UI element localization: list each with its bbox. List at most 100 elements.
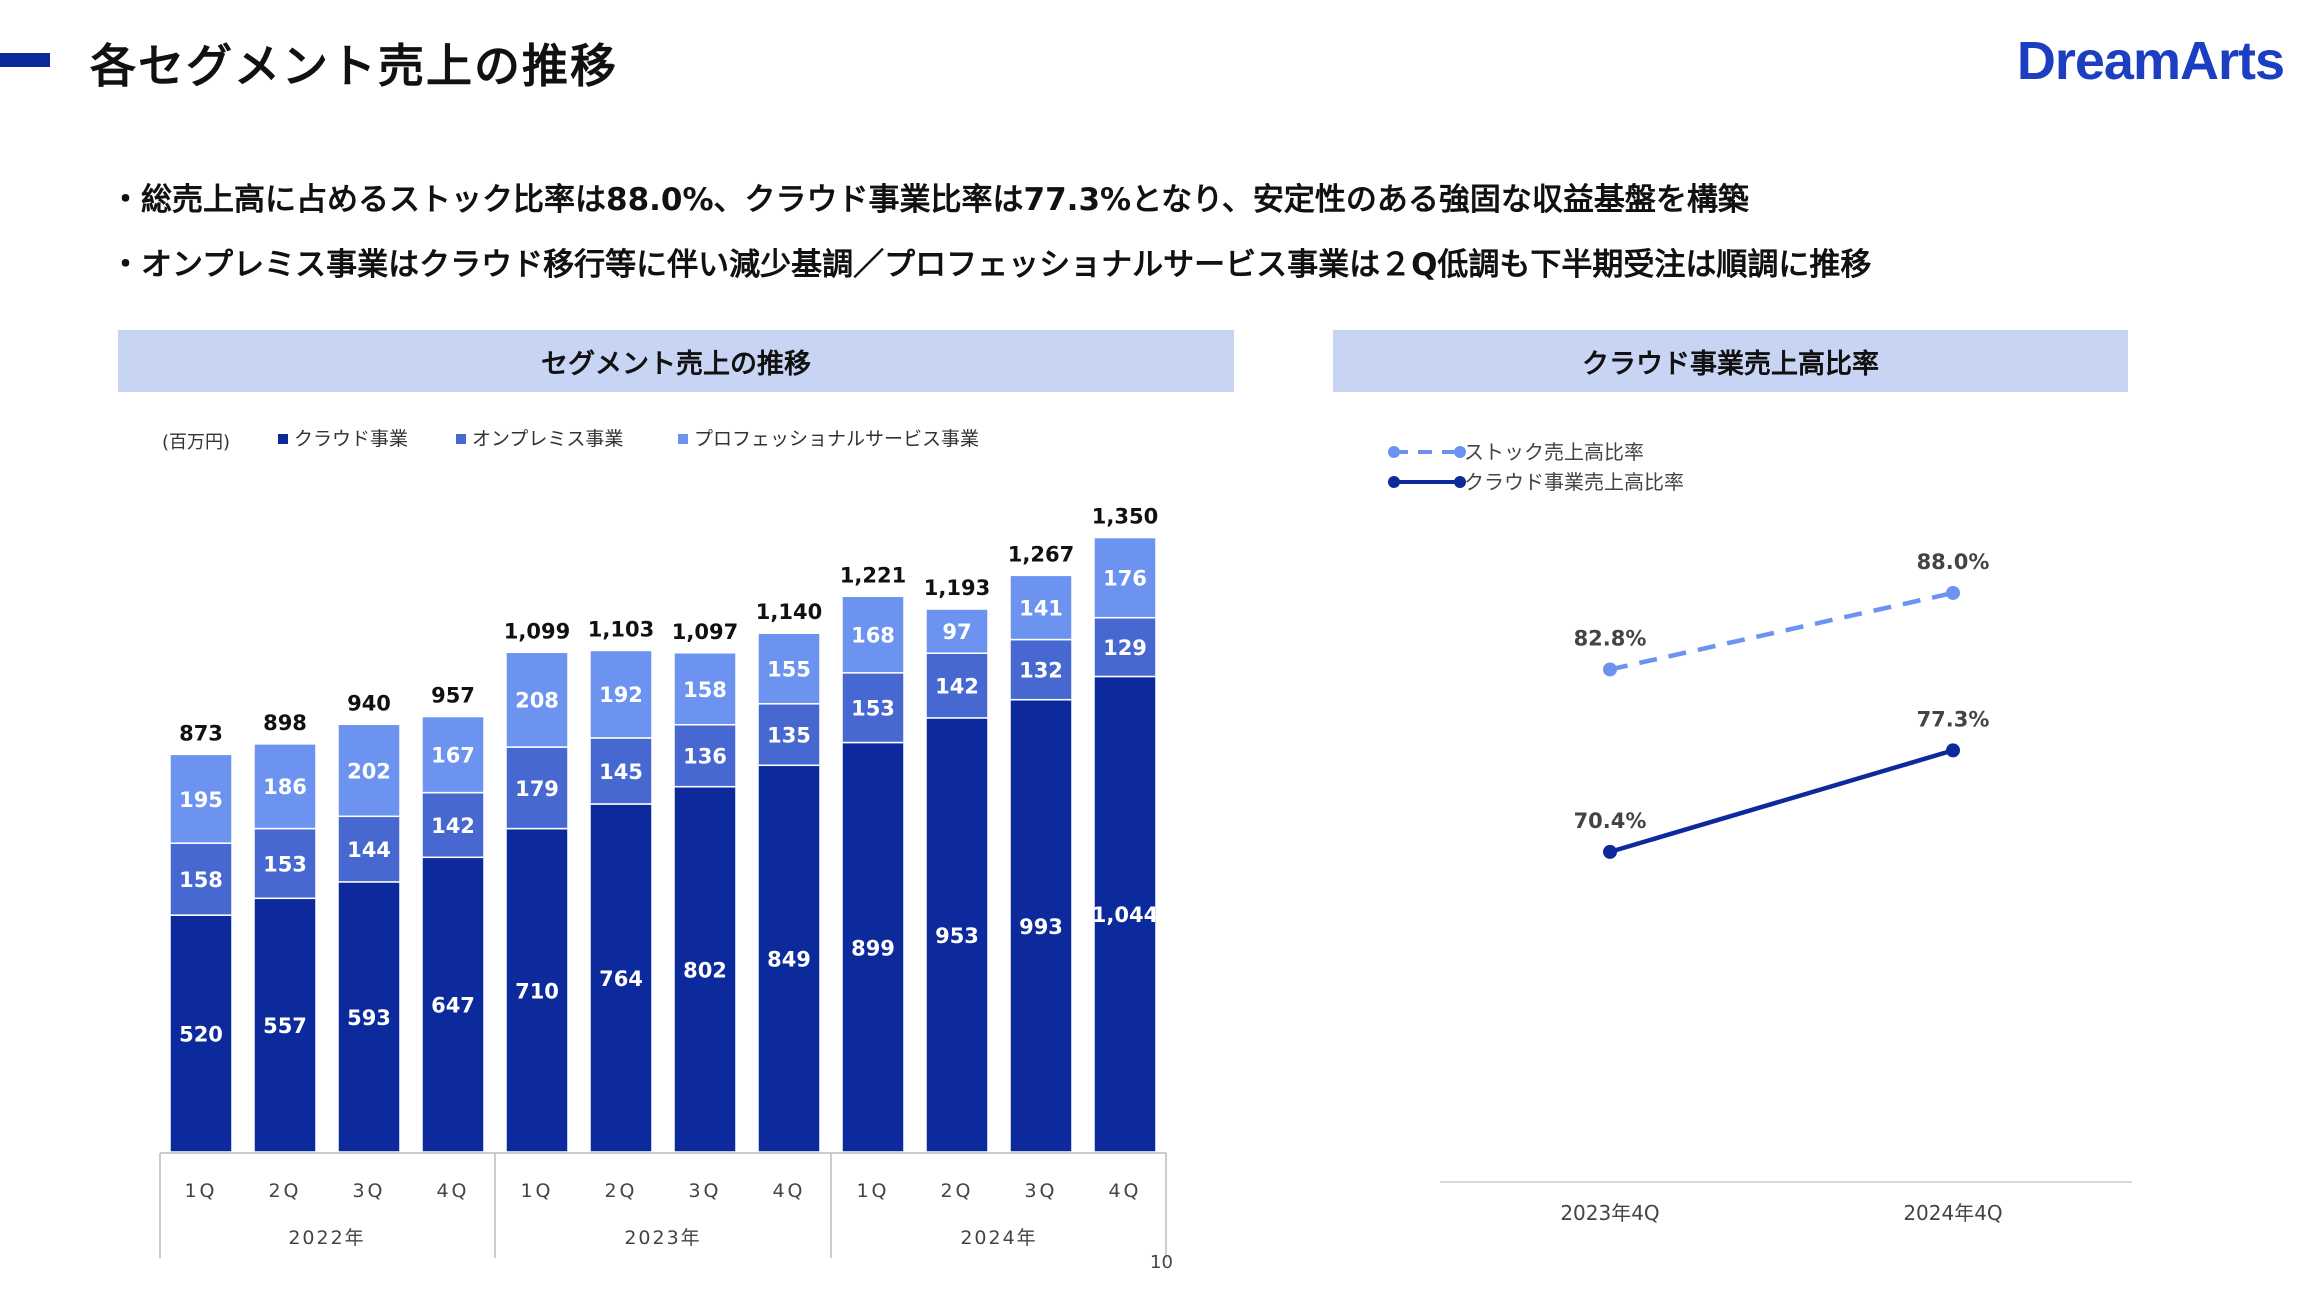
- segment-value-label: 195: [179, 788, 223, 812]
- data-label: 77.3%: [1917, 707, 1990, 731]
- bar-segment: [589, 737, 653, 805]
- x-tick-label: 2024年4Q: [1903, 1201, 2002, 1225]
- data-point: [1946, 743, 1960, 758]
- bar-segment: [673, 723, 737, 788]
- bar-segment: [253, 897, 317, 1153]
- unit-label: (百万円): [162, 432, 230, 453]
- year-group-label: 2022年: [288, 1227, 365, 1249]
- segment-value-label: 167: [431, 744, 475, 768]
- bar-segment: [925, 652, 989, 719]
- total-label: 1,221: [840, 563, 906, 587]
- segment-value-label: 647: [431, 994, 475, 1018]
- segment-value-label: 141: [1019, 596, 1063, 620]
- bar-segment: [505, 827, 569, 1153]
- segment-value-label: 557: [263, 1014, 307, 1038]
- legend-swatch-2: [678, 434, 688, 444]
- quarter-label: 2Q: [604, 1180, 637, 1202]
- title-accent-bar: [0, 53, 50, 67]
- dreamarts-logo: DreamArts: [2016, 31, 2285, 91]
- bar-segment: [421, 791, 485, 859]
- bar-segment: [673, 652, 737, 726]
- bar-segment: [1009, 574, 1073, 641]
- legend-label-1: オンプレミス事業: [472, 428, 623, 450]
- segment-value-label: 153: [263, 852, 307, 876]
- legend-marker: [1454, 446, 1466, 458]
- quarter-label: 4Q: [1108, 1180, 1141, 1202]
- page-number: 10: [1150, 1252, 1173, 1273]
- total-label: 1,103: [588, 617, 654, 641]
- bar-segment: [1009, 638, 1073, 701]
- bar-segment: [421, 856, 485, 1153]
- summary-bullets: ・総売上高に占めるストック比率は88.0%、クラウド事業比率は77.3%となり、…: [110, 168, 1871, 298]
- year-group-label: 2023年: [624, 1227, 701, 1249]
- segment-value-label: 136: [683, 745, 727, 769]
- bar-segment: [1093, 675, 1157, 1153]
- page-title: 各セグメント売上の推移: [90, 39, 618, 93]
- total-label: 1,350: [1092, 505, 1158, 529]
- legend-marker: [1388, 446, 1400, 458]
- legend-swatch-1: [456, 434, 466, 444]
- segment-value-label: 953: [935, 924, 979, 948]
- data-label: 82.8%: [1574, 626, 1647, 650]
- segment-value-label: 158: [683, 678, 727, 702]
- bar-segment: [253, 827, 317, 900]
- x-tick-label: 2023年4Q: [1560, 1201, 1659, 1225]
- total-label: 940: [347, 691, 391, 715]
- segment-value-label: 158: [179, 868, 223, 892]
- segment-value-label: 593: [347, 1006, 391, 1030]
- bar-segment: [505, 651, 569, 748]
- bar-segment: [253, 743, 317, 830]
- bar-segment: [337, 815, 401, 883]
- segment-value-label: 155: [767, 657, 811, 681]
- bar-segment: [589, 803, 653, 1153]
- total-label: 898: [263, 711, 307, 735]
- bar-segment: [757, 632, 821, 705]
- quarter-label: 3Q: [688, 1180, 721, 1202]
- bar-segment: [421, 715, 485, 794]
- segment-value-label: 135: [767, 724, 811, 748]
- segment-value-label: 168: [851, 624, 895, 648]
- bar-segment: [925, 608, 989, 654]
- total-label: 1,140: [756, 600, 822, 624]
- bar-segment: [1093, 616, 1157, 678]
- quarter-label: 2Q: [268, 1180, 301, 1202]
- bar-segment: [337, 723, 401, 818]
- legend-label-0: クラウド事業: [294, 428, 408, 450]
- quarter-label: 1Q: [184, 1180, 217, 1202]
- data-point: [1603, 662, 1617, 677]
- legend-marker: [1388, 476, 1400, 488]
- segment-value-label: 202: [347, 759, 391, 783]
- data-point: [1603, 844, 1617, 859]
- bar-segment: [841, 595, 905, 674]
- bar-segment: [169, 914, 233, 1153]
- bar-segment: [757, 703, 821, 767]
- segment-value-label: 849: [767, 948, 811, 972]
- segment-value-label: 802: [683, 958, 727, 982]
- total-label: 1,193: [924, 576, 990, 600]
- quarter-label: 3Q: [1024, 1180, 1057, 1202]
- data-label: 70.4%: [1574, 809, 1647, 833]
- segment-value-label: 192: [599, 683, 643, 707]
- cloud-ratio-header: クラウド事業売上高比率: [1333, 330, 2128, 392]
- segment-value-label: 710: [515, 979, 559, 1003]
- quarter-label: 2Q: [940, 1180, 973, 1202]
- segment-value-label: 764: [599, 967, 643, 991]
- bar-segment: [841, 741, 905, 1153]
- segment-sales-bar-chart: (百万円) クラウド事業 オンプレミス事業 プロフェッショナルサービス事業 520 158…: [159, 428, 1167, 1258]
- bar-segment: [589, 649, 653, 739]
- data-label: 88.0%: [1917, 550, 1990, 574]
- legend-label-0: ストック売上高比率: [1464, 440, 1644, 464]
- segment-value-label: 176: [1103, 567, 1147, 591]
- bar-segment: [673, 785, 737, 1153]
- total-label: 1,267: [1008, 542, 1074, 566]
- quarter-label: 3Q: [352, 1180, 385, 1202]
- bar-segment: [337, 881, 401, 1153]
- legend-marker: [1454, 476, 1466, 488]
- legend-label-2: プロフェッショナルサービス事業: [694, 428, 979, 450]
- data-point: [1946, 585, 1960, 600]
- segment-value-label: 145: [599, 760, 643, 784]
- series-line-1: [1609, 748, 1954, 855]
- legend-swatch-0: [278, 434, 288, 444]
- total-label: 1,099: [504, 619, 570, 643]
- series-line-0: [1609, 590, 1954, 672]
